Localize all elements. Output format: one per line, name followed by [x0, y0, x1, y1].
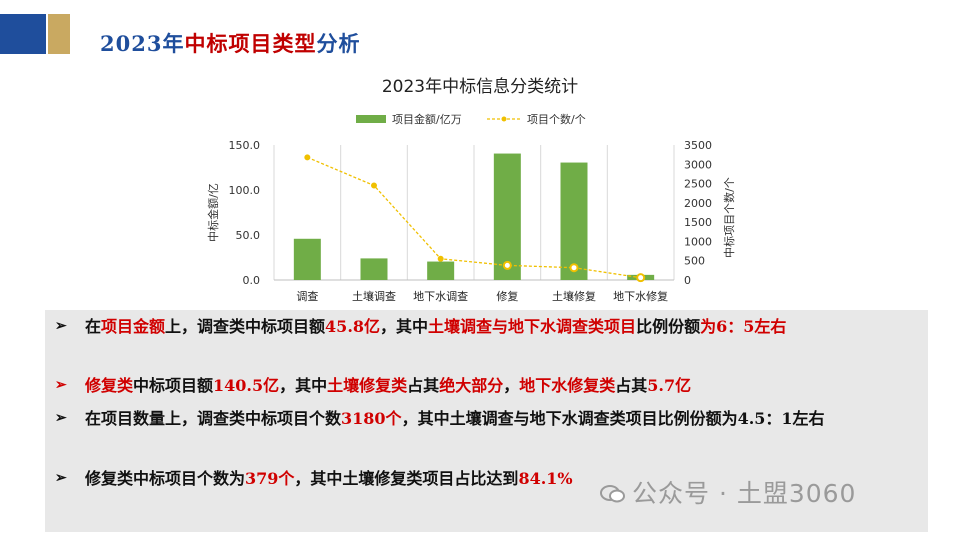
y2-tick-label: 0: [684, 274, 691, 287]
y2-tick-label: 3000: [684, 158, 712, 171]
y-tick-label: 100.0: [229, 184, 261, 197]
slide-title: 2023年中标项目类型分析: [100, 28, 360, 58]
bullet-segment: 比例份额: [636, 317, 701, 336]
y2-tick-label: 2500: [684, 178, 712, 191]
line-point: [304, 154, 311, 161]
line-point: [371, 182, 377, 189]
bullet-highlight: 土壤调查与地下水调查类项目: [428, 317, 637, 336]
watermark-text: 公众号 · 土盟3060: [632, 479, 857, 508]
bullet-segment: ，其中: [279, 376, 328, 395]
bullet-highlight: 土壤修复类: [327, 376, 408, 395]
bar: [293, 238, 321, 280]
x-tick-label: 地下水调查: [413, 289, 468, 303]
legend-swatch-bar: [356, 115, 386, 123]
bullet-arrow-icon: ➢: [55, 377, 67, 393]
bullet-segment: ，: [503, 376, 520, 395]
bullet-segment: ，其中土壤修复类项目占比达到: [294, 469, 519, 488]
y-tick-label: 150.0: [229, 139, 261, 152]
x-tick-label: 调查: [296, 289, 318, 303]
bullet-segment: 上，调查类中标项目额: [165, 317, 326, 336]
x-tick-label: 地下水修复: [613, 289, 668, 303]
bullet-arrow-icon: ➢: [55, 410, 67, 426]
bullet-highlight: 3180个: [341, 409, 402, 428]
bullet-segment: 在项目数量上，调查类中标项目个数: [85, 409, 342, 428]
x-tick-label: 土壤修复: [552, 289, 596, 303]
bullet-segment: 占其: [615, 376, 648, 395]
wechat-icon: [600, 485, 625, 503]
bullet-segment: ，其中: [380, 317, 429, 336]
watermark: 公众号 · 土盟3060: [600, 474, 856, 510]
bar: [360, 258, 388, 280]
y2-tick-label: 2000: [684, 197, 712, 210]
slide-title-highlight: 中标项目类型: [184, 31, 317, 56]
chart: 项目金额/亿万 项目个数/个 0.0 50.0 100.0 150.0 0 500 1000 15…: [206, 112, 736, 303]
bar: [427, 261, 455, 280]
bullet-highlight: 5.7亿: [647, 376, 692, 395]
legend-label-bar: 项目金额/亿万: [392, 112, 462, 126]
y-axis-title: 中标金额/亿: [206, 183, 220, 242]
bullet-segment: 修复类中标项目个数为: [85, 469, 246, 488]
summary-panel: [45, 310, 928, 532]
bullet-arrow-icon: ➢: [55, 470, 67, 486]
y2-tick-label: 1000: [684, 235, 712, 248]
slide-title-year: 2023年: [100, 31, 185, 56]
bullet-text: 在项目数量上，调查类中标项目个数3180个，其中土壤调查与地下水调查类项目比例份…: [85, 406, 925, 431]
y2-tick-label: 3500: [684, 139, 712, 152]
bullet-highlight: 为6：5左右: [700, 317, 787, 336]
bullet-highlight: 项目金额: [101, 317, 166, 336]
y2-axis-title: 中标项目个数/个: [722, 177, 736, 258]
bar: [493, 153, 521, 280]
bullet-text: 修复类中标项目额140.5亿，其中土壤修复类占其绝大部分，地下水修复类占其5.7…: [85, 373, 925, 398]
bullet-text: 修复类中标项目个数为379个，其中土壤修复类项目占比达到84.1%: [85, 466, 925, 491]
y-tick-label: 50.0: [236, 229, 261, 242]
slide-title-suffix: 分析: [316, 31, 361, 56]
bar: [560, 162, 588, 280]
bullet-highlight: 绝大部分: [439, 376, 504, 395]
x-tick-label: 修复: [496, 289, 518, 303]
bullet-highlight: 修复类: [85, 376, 134, 395]
legend-marker-line: [501, 116, 507, 122]
line-point: [636, 273, 646, 283]
bullet-highlight: 地下水修复类: [519, 376, 616, 395]
line-point: [502, 260, 512, 270]
bullet-text: 在项目金额上，调查类中标项目额45.8亿，其中土壤调查与地下水调查类项目比例份额…: [85, 314, 925, 339]
series-line: [307, 156, 641, 279]
x-tick-label: 土壤调查: [352, 289, 396, 303]
bullet-segment: 在: [85, 317, 102, 336]
y2-tick-label: 1500: [684, 216, 712, 229]
bullet-arrow-icon: ➢: [55, 318, 67, 334]
bullet-segment: 占其: [407, 376, 440, 395]
y-tick-label: 0.0: [243, 274, 261, 287]
bullet-highlight: 140.5亿: [213, 376, 280, 395]
header-accent-gold: [48, 14, 70, 54]
line-point: [569, 263, 579, 273]
bullet-highlight: 84.1%: [518, 469, 573, 488]
bullet-segment: 中标项目额: [133, 376, 214, 395]
y2-tick-label: 500: [684, 255, 705, 268]
line-point: [437, 255, 444, 262]
header-accent-blue: [0, 14, 46, 54]
legend-label-line: 项目个数/个: [527, 113, 586, 126]
bullet-segment: ，其中土壤调查与地下水调查类项目比例份额为4.5：1左右: [401, 409, 825, 428]
bullet-highlight: 379个: [245, 469, 295, 488]
bullet-highlight: 45.8亿: [325, 317, 381, 336]
chart-title: 2023年中标信息分类统计: [381, 77, 579, 97]
